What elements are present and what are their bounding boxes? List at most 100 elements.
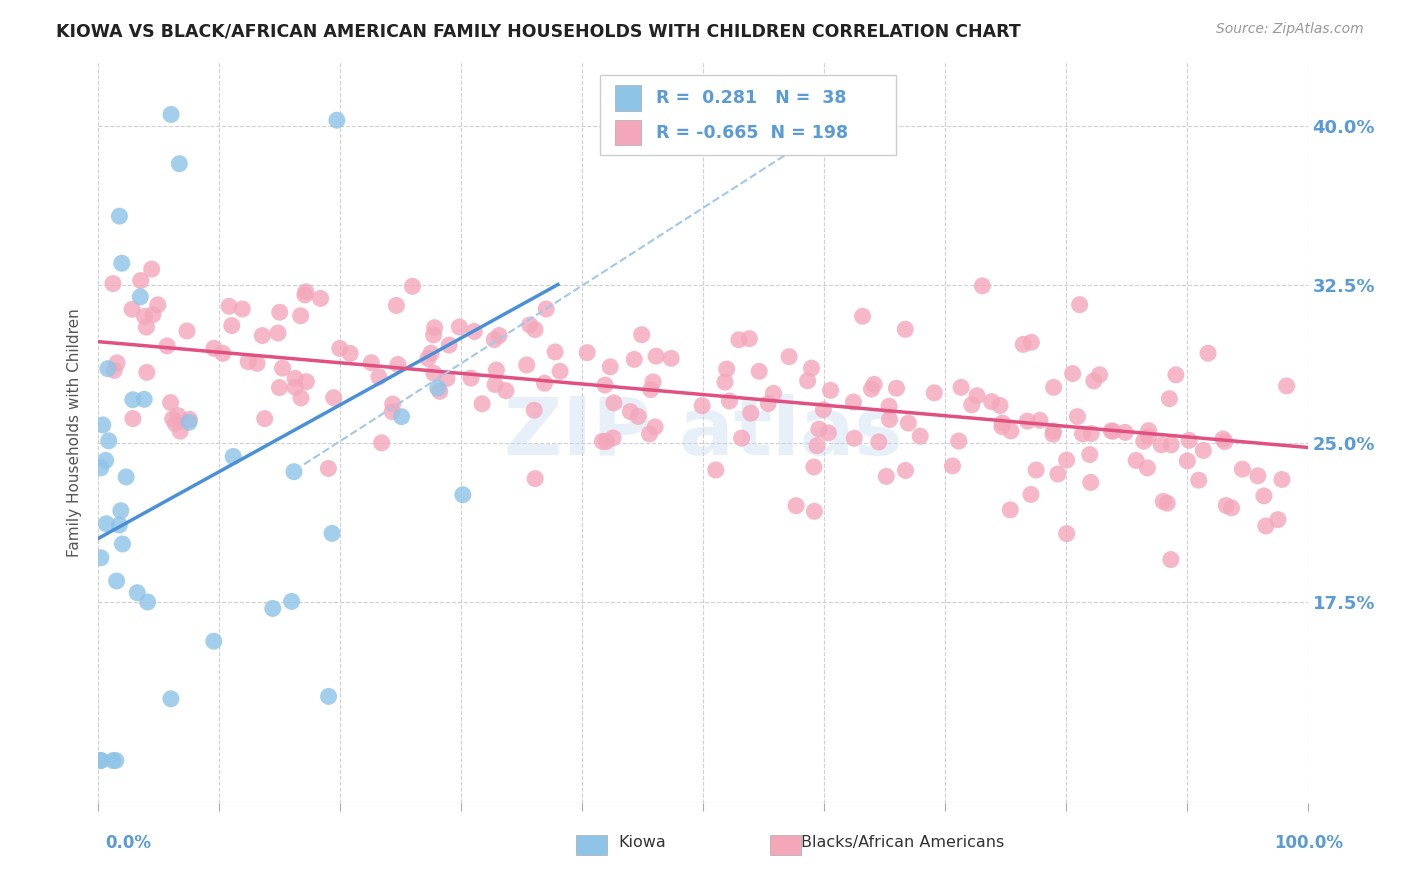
Point (1029, 413, 1052, 427)
Point (387, 358, 409, 372)
Point (807, 422, 830, 436)
Point (269, 305, 291, 319)
Point (460, 371, 482, 385)
Point (748, 364, 770, 378)
Point (165, 417, 187, 431)
Point (488, 328, 510, 343)
Point (91, 417, 114, 432)
Point (236, 354, 259, 368)
Point (221, 318, 243, 333)
Point (426, 381, 449, 395)
Point (762, 386, 785, 401)
Point (960, 398, 983, 412)
Point (1066, 409, 1088, 424)
Y-axis label: Family Households with Children: Family Households with Children (67, 309, 83, 557)
Point (318, 690, 340, 704)
Point (1125, 453, 1147, 467)
Point (813, 402, 835, 417)
Point (391, 409, 413, 424)
Point (156, 339, 179, 353)
Point (90, 550, 112, 565)
Point (868, 434, 890, 449)
Point (1247, 468, 1270, 483)
Point (423, 367, 446, 381)
Point (218, 299, 240, 313)
Point (136, 595, 159, 609)
Point (1137, 429, 1160, 443)
Point (842, 395, 865, 409)
Point (1192, 443, 1215, 458)
Point (1080, 475, 1102, 490)
Point (803, 460, 825, 475)
Point (966, 389, 988, 403)
Point (267, 326, 290, 340)
Point (980, 394, 1002, 409)
Point (1102, 424, 1125, 438)
Point (1046, 467, 1069, 481)
Point (886, 381, 908, 395)
Point (1275, 379, 1298, 393)
Point (339, 346, 361, 360)
Point (641, 375, 664, 389)
Point (1136, 461, 1159, 475)
Point (134, 392, 156, 407)
Point (290, 391, 312, 405)
Point (644, 420, 666, 434)
Point (897, 416, 920, 430)
Text: 100.0%: 100.0% (1274, 834, 1343, 852)
Text: ZIP atlas: ZIP atlas (503, 393, 903, 472)
Point (495, 384, 517, 398)
Point (548, 364, 571, 378)
Point (295, 375, 318, 389)
Point (1133, 434, 1156, 449)
Point (105, 356, 128, 370)
Point (318, 461, 340, 475)
Point (437, 338, 460, 352)
Point (484, 333, 506, 347)
Point (108, 209, 131, 223)
Point (519, 318, 541, 332)
Point (602, 431, 624, 445)
Point (623, 352, 645, 367)
Point (1025, 463, 1047, 477)
Point (290, 309, 312, 323)
Point (877, 399, 900, 413)
Point (796, 374, 818, 388)
Point (322, 391, 344, 405)
Point (101, 277, 124, 291)
Point (1137, 424, 1160, 438)
Point (1197, 346, 1219, 360)
Point (1000, 424, 1022, 438)
Point (329, 342, 352, 356)
Point (1150, 438, 1173, 452)
Point (738, 332, 761, 346)
Point (231, 301, 253, 316)
Point (284, 371, 307, 385)
Point (860, 382, 883, 396)
Point (894, 322, 917, 336)
Point (121, 302, 143, 317)
Point (576, 345, 599, 359)
Text: Blacks/African Americans: Blacks/African Americans (801, 836, 1005, 850)
Point (728, 333, 751, 347)
Point (908, 429, 931, 443)
Point (202, 342, 225, 356)
Point (627, 409, 650, 424)
Point (619, 404, 641, 418)
Text: Kiowa: Kiowa (619, 836, 666, 850)
Point (1156, 496, 1178, 510)
Point (740, 406, 762, 420)
Point (922, 385, 945, 400)
Point (135, 365, 157, 379)
Point (280, 594, 302, 608)
Point (690, 399, 713, 413)
Point (714, 375, 737, 389)
Point (381, 397, 404, 411)
Point (167, 409, 190, 423)
Point (110, 504, 132, 518)
Point (471, 397, 494, 411)
Point (534, 301, 557, 316)
Point (146, 298, 169, 312)
Point (1254, 519, 1277, 533)
Point (420, 346, 443, 360)
